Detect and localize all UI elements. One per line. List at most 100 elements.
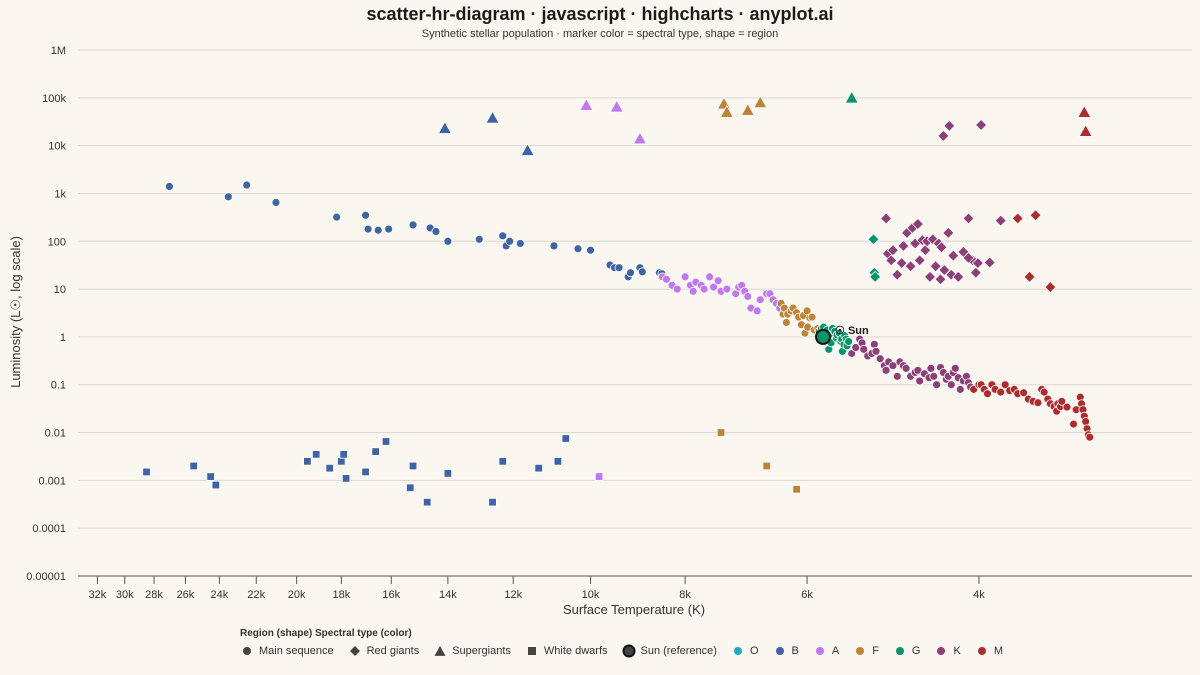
chart-subtitle: Synthetic stellar population · marker co… — [421, 28, 779, 40]
red-giants-k-point — [975, 118, 988, 132]
x-tick-label: 24k — [211, 589, 229, 601]
main-sequence-b-point — [242, 180, 252, 190]
x-axis: 32k 30k 28k 26k 24k 22k 20k 18k 16k 14k 12k 10k 8k 6k… — [78, 575, 1192, 601]
legend-type-o[interactable]: O — [731, 644, 759, 658]
main-sequence-b-point — [614, 263, 624, 273]
sun-reference-g-point — [815, 328, 832, 345]
x-tick-label: 8k — [679, 589, 691, 601]
red-giants-k-point — [904, 260, 917, 273]
red-giants-k-point — [886, 244, 899, 257]
legend: Region (shape) Spectral type (color) Mai… — [240, 628, 1003, 658]
main-sequence-m-point — [1069, 419, 1078, 429]
x-tick-label: 22k — [247, 589, 265, 601]
main-sequence-k-point — [932, 380, 942, 390]
legend-supergiants[interactable]: Supergiants — [433, 644, 511, 658]
white-dwarfs-b-point — [408, 461, 418, 471]
white-dwarfs-b-point — [211, 480, 221, 490]
main-sequence-k-point — [892, 371, 902, 381]
y-tick-label: 10 — [54, 284, 66, 296]
white-dwarfs-f-point — [792, 485, 801, 494]
x-tick-label: 26k — [177, 589, 195, 601]
legend-sun-reference[interactable]: Sun (reference) — [622, 644, 717, 658]
white-dwarfs-b-point — [381, 437, 391, 446]
white-dwarfs-b-point — [361, 467, 370, 477]
red-giants-m-point — [1029, 209, 1042, 222]
y-tick-label: 1 — [60, 332, 66, 344]
legend-type-b-label: B — [791, 645, 799, 657]
main-sequence-b-point — [373, 225, 383, 235]
main-sequence-b-point — [474, 234, 484, 244]
legend-type-a[interactable]: A — [813, 644, 839, 658]
red-giants-g-point — [869, 270, 882, 283]
main-sequence-b-point — [626, 268, 635, 278]
legend-type-k[interactable]: K — [934, 644, 961, 658]
y-tick-label: 100 — [48, 236, 66, 248]
x-tick-label: 6k — [801, 589, 813, 601]
gridlines — [78, 49, 1192, 577]
y-tick-label: 0.01 — [45, 428, 66, 440]
x-tick-label: 18k — [332, 589, 350, 601]
legend-sun-reference-swatch — [622, 644, 635, 658]
main-sequence-b-point — [586, 245, 595, 255]
legend-type-k-marker — [937, 647, 946, 655]
legend-type-g[interactable]: G — [893, 644, 920, 658]
main-sequence-b-point — [363, 224, 373, 234]
main-sequence-b-point — [271, 198, 281, 207]
main-sequence-m-point — [1019, 388, 1029, 398]
legend-white-dwarfs[interactable]: White dwarfs — [525, 644, 608, 658]
legend-type-o-marker — [733, 647, 742, 655]
legend-type-f-label: F — [872, 645, 879, 657]
y-tick-label: 100k — [42, 93, 66, 105]
main-sequence-b-point — [505, 236, 515, 246]
legend-type-m-label: M — [993, 645, 1003, 657]
legend-type-o-label: O — [749, 645, 759, 657]
red-giants-k-point — [971, 257, 984, 270]
y-axis-label: Luminosity (L☉, log scale) — [8, 236, 23, 388]
white-dwarfs-b-point — [443, 469, 453, 478]
red-giants-k-point — [935, 241, 948, 254]
main-sequence-k-point — [926, 363, 936, 373]
white-dwarfs-b-point — [311, 450, 321, 459]
red-giants-k-point — [891, 268, 904, 281]
main-sequence-b-point — [498, 231, 508, 241]
legend-red-giants-swatch — [349, 646, 360, 656]
red-giants-k-point — [919, 244, 932, 257]
legend-type-b-marker — [775, 647, 784, 655]
legend-main-sequence[interactable]: Main sequence — [240, 644, 334, 658]
legend-main-sequence-swatch — [243, 647, 251, 655]
main-sequence-b-point — [361, 210, 370, 220]
legend-type-f-swatch — [856, 647, 865, 655]
main-sequence-k-point — [871, 346, 881, 356]
main-sequence-a-point — [672, 284, 682, 294]
main-sequence-b-point — [384, 224, 394, 234]
legend-items: Main sequence Red giants Supergiants White … — [240, 644, 1003, 658]
main-sequence-a-point — [752, 306, 762, 316]
x-tick-label: 12k — [504, 589, 522, 601]
main-sequence-k-point — [859, 344, 869, 354]
main-sequence-b-point — [431, 227, 441, 236]
legend-red-giants-label: Red giants — [366, 645, 420, 657]
red-giants-k-point — [929, 260, 942, 273]
main-sequence-b-point — [515, 239, 525, 248]
y-tick-label: 0.0001 — [32, 523, 66, 535]
main-sequence-b-point — [549, 241, 559, 251]
main-sequence-k-point — [946, 380, 956, 390]
y-tick-label: 1M — [51, 45, 66, 57]
red-giants-k-point — [952, 270, 965, 283]
supergiants-b-point — [485, 110, 500, 124]
red-giants-k-point — [913, 254, 926, 267]
red-giants-k-point — [885, 254, 898, 267]
red-giants-k-point — [895, 257, 908, 270]
legend-type-f[interactable]: F — [853, 644, 879, 658]
main-sequence-k-point — [929, 371, 939, 381]
x-tick-label: 30k — [116, 589, 134, 601]
main-sequence-b-point — [573, 244, 583, 254]
x-tick-label: 10k — [582, 589, 600, 601]
legend-type-b[interactable]: B — [773, 644, 799, 658]
x-axis-label: Surface Temperature (K) — [563, 602, 705, 617]
legend-type-m[interactable]: M — [975, 644, 1003, 658]
main-sequence-f-point — [807, 312, 817, 322]
main-sequence-m-point — [1062, 402, 1072, 412]
legend-red-giants[interactable]: Red giants — [348, 644, 420, 658]
main-sequence-k-point — [888, 361, 898, 371]
